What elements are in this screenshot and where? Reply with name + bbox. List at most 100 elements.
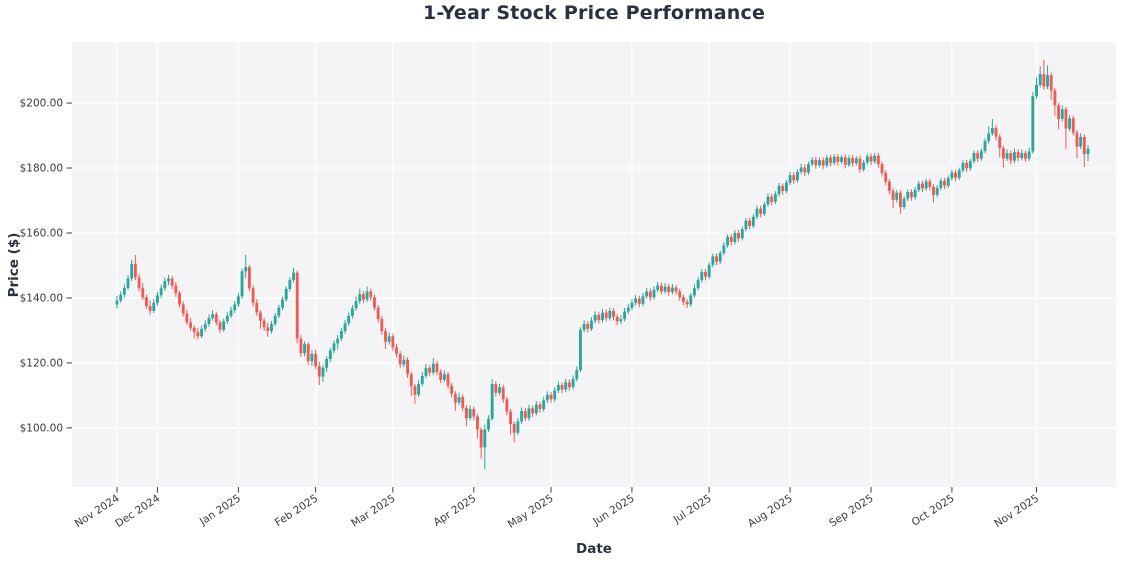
candle-body-up bbox=[152, 302, 156, 311]
candle-body-down bbox=[148, 306, 152, 311]
candle-body-up bbox=[490, 384, 494, 419]
candle-body-up bbox=[288, 280, 292, 289]
candle-body-down bbox=[759, 208, 763, 214]
candle-body-down bbox=[247, 267, 251, 289]
candle-body-up bbox=[310, 353, 314, 362]
x-tick-label: Oct 2025 bbox=[910, 492, 957, 528]
candle-body-up bbox=[1031, 96, 1035, 152]
candle-body-down bbox=[737, 232, 741, 239]
candle-body-down bbox=[509, 411, 512, 424]
candle-body-down bbox=[597, 314, 601, 321]
candle-body-down bbox=[299, 338, 303, 354]
candle-body-up bbox=[906, 192, 910, 199]
candle-body-up bbox=[350, 308, 354, 316]
candle-body-up bbox=[1079, 136, 1083, 147]
candle-body-down bbox=[729, 236, 733, 243]
candle-body-up bbox=[225, 315, 229, 322]
candle-body-up bbox=[913, 189, 917, 198]
candle-body-up bbox=[593, 314, 597, 321]
candle-body-up bbox=[339, 331, 343, 339]
candle-body-up bbox=[211, 314, 215, 319]
candle-body-up bbox=[718, 253, 722, 262]
candle-body-up bbox=[119, 294, 123, 301]
candle-body-up bbox=[987, 133, 991, 142]
candle-body-down bbox=[898, 192, 902, 208]
candle-body-down bbox=[891, 190, 895, 200]
plot-area bbox=[72, 42, 1116, 487]
candle-body-up bbox=[711, 256, 715, 265]
candle-body-up bbox=[527, 408, 531, 419]
chart-title: 1-Year Stock Price Performance bbox=[422, 2, 766, 24]
candle-body-up bbox=[222, 321, 226, 330]
candle-body-down bbox=[994, 128, 998, 137]
candle-body-up bbox=[601, 312, 604, 321]
candle-body-down bbox=[181, 304, 185, 314]
candle-body-up bbox=[968, 161, 972, 169]
candle-body-down bbox=[461, 397, 465, 408]
candle-body-down bbox=[446, 374, 450, 386]
candle-body-down bbox=[843, 157, 847, 165]
candle-body-down bbox=[391, 336, 395, 348]
candle-body-up bbox=[766, 196, 770, 205]
candle-body-down bbox=[406, 359, 409, 375]
candle-body-up bbox=[696, 280, 700, 289]
candle-body-down bbox=[472, 409, 476, 417]
candle-body-up bbox=[553, 390, 557, 400]
candle-body-up bbox=[273, 315, 277, 324]
candle-body-up bbox=[865, 156, 869, 163]
candle-body-up bbox=[571, 379, 575, 388]
candle-body-down bbox=[494, 384, 498, 393]
candle-body-up bbox=[556, 385, 560, 391]
candle-body-up bbox=[163, 281, 167, 289]
candle-body-up bbox=[608, 310, 612, 319]
candle-body-up bbox=[336, 338, 340, 344]
candle-body-up bbox=[1005, 153, 1009, 159]
candle-body-up bbox=[420, 375, 424, 385]
candle-body-up bbox=[483, 429, 487, 448]
candle-body-down bbox=[976, 153, 980, 159]
candle-body-down bbox=[295, 272, 299, 339]
candle-body-up bbox=[487, 418, 490, 430]
candle-body-down bbox=[512, 423, 516, 433]
candle-body-down bbox=[821, 160, 825, 166]
candle-body-up bbox=[663, 286, 667, 292]
candle-body-up bbox=[939, 180, 943, 188]
candle-body-up bbox=[733, 232, 737, 243]
candle-body-up bbox=[431, 363, 435, 373]
candle-body-up bbox=[545, 394, 549, 401]
x-tick-label: Feb 2025 bbox=[273, 492, 320, 529]
candle-body-up bbox=[645, 291, 649, 297]
candle-body-up bbox=[203, 323, 207, 329]
candle-body-up bbox=[358, 294, 362, 302]
candle-body-up bbox=[670, 287, 674, 293]
candle-body-up bbox=[961, 162, 965, 171]
candle-body-down bbox=[218, 322, 222, 330]
candle-body-up bbox=[689, 295, 693, 305]
candle-body-up bbox=[979, 151, 983, 159]
candle-body-down bbox=[214, 314, 218, 323]
candle-body-down bbox=[409, 374, 413, 387]
candle-body-down bbox=[910, 192, 913, 198]
candle-body-up bbox=[707, 264, 711, 277]
candle-body-down bbox=[884, 172, 888, 182]
candle-body-up bbox=[854, 158, 858, 164]
candle-body-up bbox=[417, 384, 421, 395]
x-tick-label: Nov 2025 bbox=[992, 492, 1041, 530]
candle-body-down bbox=[189, 322, 192, 328]
candle-body-down bbox=[453, 393, 457, 403]
candle-body-up bbox=[950, 172, 954, 179]
candle-body-up bbox=[722, 245, 726, 254]
candle-body-down bbox=[439, 372, 443, 380]
candle-body-up bbox=[935, 187, 939, 195]
candle-body-down bbox=[314, 353, 318, 367]
candle-body-up bbox=[578, 329, 582, 371]
x-tick-label: Sep 2025 bbox=[827, 492, 875, 529]
candle-body-down bbox=[1071, 118, 1075, 133]
candle-body-down bbox=[251, 288, 255, 303]
candle-body-down bbox=[667, 286, 671, 293]
candle-body-down bbox=[880, 164, 884, 173]
candle-body-down bbox=[435, 363, 439, 373]
candle-body-up bbox=[542, 400, 546, 410]
candle-body-down bbox=[637, 298, 641, 304]
